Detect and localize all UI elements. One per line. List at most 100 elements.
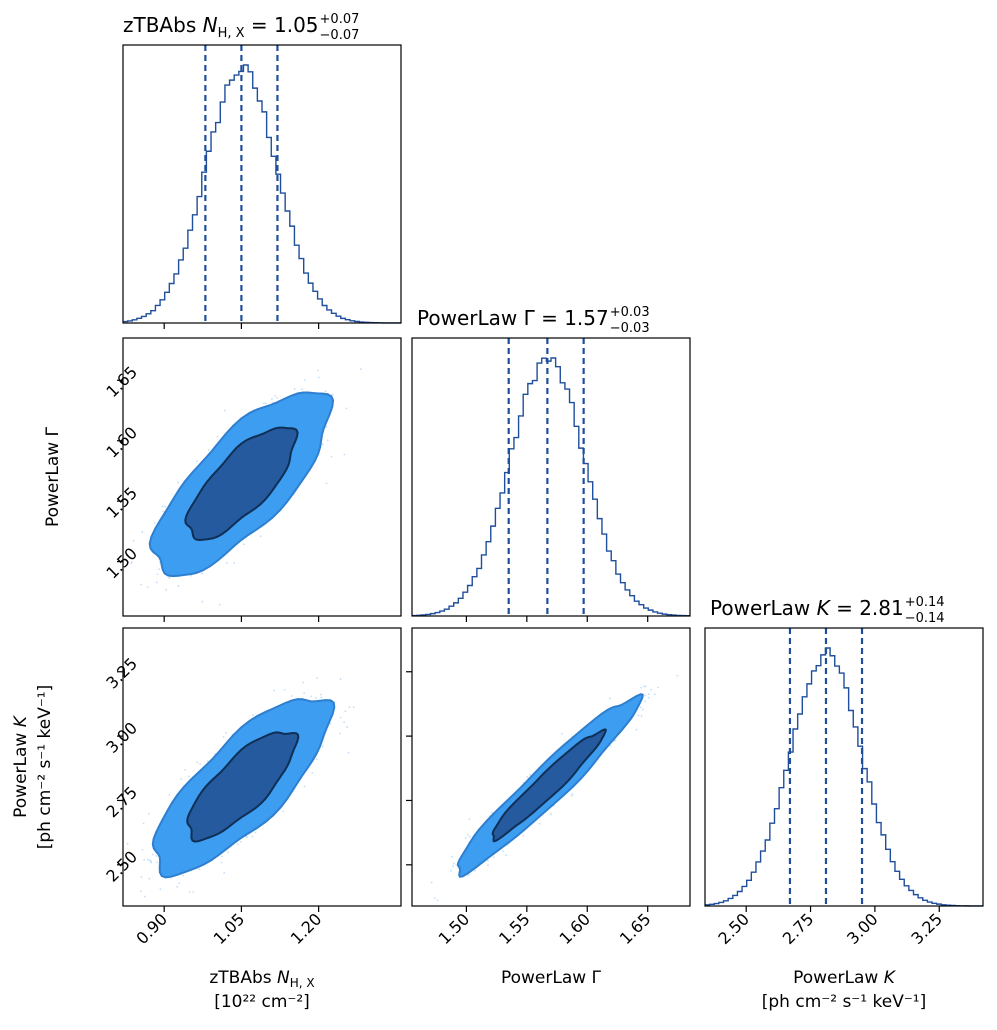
x-tick-label: 2.75 [779, 909, 818, 948]
sample-point [505, 854, 507, 857]
y-axis-label-2: PowerLaw K [11, 714, 31, 818]
x-axis-unit-0: [10²² cm⁻²] [214, 992, 310, 1012]
sample-point [201, 572, 204, 575]
x-axis-label-0: zTBAbs NH, X [209, 968, 314, 990]
panel-frame [704, 627, 984, 907]
density-panel-2-1 [411, 627, 691, 907]
sample-point [325, 426, 328, 428]
sample-point [282, 810, 285, 813]
sample-point [143, 858, 146, 861]
title-upper-error: +0.03 [610, 305, 650, 320]
sample-point [321, 443, 324, 446]
x-axis-ticks-0-0 [163, 323, 320, 329]
sample-point [352, 706, 355, 708]
sample-point [468, 818, 471, 821]
x-tick-label: 3.00 [843, 909, 882, 948]
sample-point [571, 793, 574, 795]
sample-point [303, 379, 306, 382]
sample-point [526, 776, 529, 778]
sample-point [637, 714, 640, 717]
sample-point [220, 861, 223, 864]
sample-point [161, 505, 164, 508]
sample-point [178, 882, 181, 885]
sample-point [324, 390, 327, 393]
sample-point [177, 481, 179, 484]
sample-point [330, 455, 333, 458]
contour-1sigma [184, 426, 299, 542]
sample-point [640, 686, 643, 689]
sample-point [126, 842, 129, 845]
sample-point [196, 761, 199, 764]
sample-point [325, 482, 328, 485]
sample-point [155, 855, 158, 857]
histogram-steps [705, 647, 983, 907]
title-lower-error: −0.07 [320, 28, 360, 43]
sample-point [451, 855, 453, 858]
sample-point [139, 890, 142, 893]
sample-point [640, 715, 643, 717]
sample-point [326, 439, 329, 442]
sample-point [251, 835, 254, 838]
panel-frame [411, 337, 691, 617]
sample-point [142, 822, 145, 825]
title-lower-error: −0.03 [610, 321, 650, 336]
x-tick-label: 0.90 [132, 909, 171, 948]
sample-point [339, 678, 342, 680]
x-tick-label: 1.60 [555, 909, 594, 948]
sample-point [146, 586, 149, 588]
sample-point [236, 843, 239, 846]
sample-point [242, 543, 245, 546]
sample-point [529, 773, 531, 776]
y-tick-label: 1.60 [102, 423, 141, 462]
sample-point [303, 785, 306, 788]
sample-point [320, 696, 323, 699]
sample-point [468, 835, 471, 838]
sample-point [188, 891, 191, 894]
sample-point [141, 531, 144, 533]
sample-point [301, 388, 303, 390]
sample-point [608, 697, 611, 700]
sample-point [133, 909, 135, 911]
sample-point [155, 581, 158, 584]
x-axis-ticks-0-1 [163, 616, 320, 622]
sample-point [199, 763, 202, 766]
y-tick-label: 1.50 [102, 544, 141, 583]
sample-point [140, 583, 143, 586]
sample-point [223, 409, 226, 412]
sample-point [455, 864, 458, 866]
histogram-panel-0: zTBAbs NH, X = 1.05 +0.07−0.07 [122, 12, 402, 324]
sample-point [310, 695, 313, 698]
panel-frame [122, 44, 402, 324]
sample-point [115, 918, 117, 920]
sample-point [147, 812, 150, 815]
sample-point [430, 881, 433, 884]
sample-point [153, 521, 156, 524]
sample-point [271, 398, 273, 400]
sample-point [180, 778, 182, 780]
sample-point [303, 692, 306, 694]
sample-point [113, 834, 115, 836]
sample-point [221, 855, 223, 858]
sample-point [283, 688, 286, 691]
sample-point [464, 837, 467, 839]
y-tick-label: 1.65 [102, 363, 141, 402]
sample-point [644, 685, 647, 688]
sample-point [346, 726, 349, 728]
panel-title-2: PowerLaw K = 2.81 [710, 596, 904, 620]
x-axis-ticks-1-2: 1.50 1.55 1.60 1.65 [435, 906, 655, 948]
sample-point [149, 859, 151, 862]
panel-frame [122, 627, 402, 907]
sample-point [206, 760, 209, 763]
x-tick-label: 1.20 [287, 909, 326, 948]
x-axis-label-1: PowerLaw Γ [501, 968, 602, 988]
x-tick-label: 1.55 [495, 909, 534, 948]
y-tick-label: 2.75 [102, 783, 141, 822]
y-tick-label: 3.00 [102, 718, 141, 757]
x-tick-label: 1.05 [210, 909, 249, 948]
sample-point [434, 897, 436, 900]
sample-point [644, 700, 647, 703]
sample-point [216, 435, 219, 438]
sample-point [331, 393, 334, 396]
sample-point [347, 751, 350, 754]
